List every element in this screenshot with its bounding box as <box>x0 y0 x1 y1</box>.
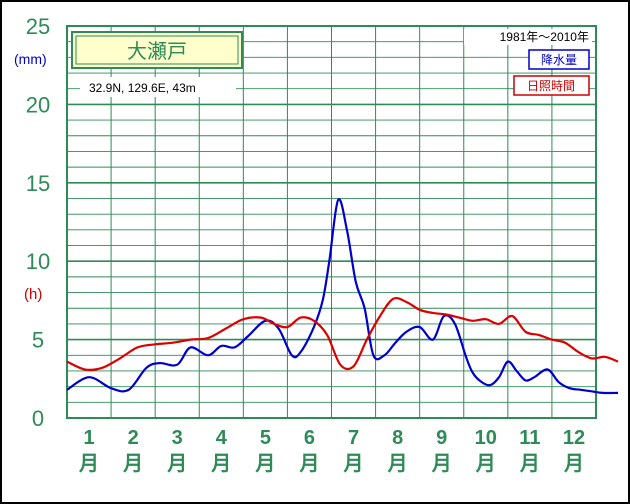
y-tick-label: 10 <box>26 249 50 274</box>
title-box <box>71 31 243 69</box>
x-tick-label: 4 <box>216 427 228 449</box>
location-label: 32.9N, 129.6E, 43m <box>89 81 196 95</box>
x-tick-label: 1 <box>83 427 94 449</box>
x-tick-suffix: 月 <box>78 453 99 475</box>
x-tick-label: 2 <box>128 427 139 449</box>
x-tick-suffix: 月 <box>475 453 496 475</box>
x-tick-suffix: 月 <box>343 453 364 475</box>
x-tick-suffix: 月 <box>387 453 408 475</box>
period-bg <box>464 29 592 45</box>
x-tick-suffix: 月 <box>210 453 231 475</box>
legend-sunshine-label: 日照時間 <box>527 79 575 93</box>
sunshine-series-line <box>66 296 619 371</box>
x-tick-suffix: 月 <box>166 453 187 475</box>
x-tick-suffix: 月 <box>254 453 275 475</box>
y-unit-mm: (mm) <box>14 51 47 67</box>
x-tick-label: 5 <box>260 427 271 449</box>
x-tick-label: 6 <box>304 427 315 449</box>
title-box-inner <box>75 35 239 65</box>
x-tick-label: 12 <box>563 427 585 449</box>
y-tick-label: 25 <box>26 14 50 39</box>
precipitation-series-line <box>66 198 619 395</box>
chart-title: 大瀬戸 <box>127 39 187 63</box>
legend-sunshine-box <box>513 75 590 96</box>
x-tick-label: 11 <box>519 427 540 449</box>
y-tick-label: 15 <box>26 171 50 196</box>
x-tick-label: 9 <box>436 427 447 449</box>
x-tick-suffix: 月 <box>563 453 584 475</box>
x-axis-ticks: 1 月 2 月 3 月 4 月 5 月 6 月 7 月 8 月 9 月 10 月 11 月 12 月 <box>78 427 585 475</box>
y-tick-label: 0 <box>32 406 44 431</box>
x-tick-label: 7 <box>348 427 359 449</box>
y-axis-ticks: 0 5 10 15 20 25 <box>26 14 50 431</box>
period-label: 1981年〜2010年 <box>500 30 589 44</box>
x-tick-label: 8 <box>392 427 403 449</box>
x-tick-suffix: 月 <box>431 453 452 475</box>
x-tick-suffix: 月 <box>298 453 319 475</box>
location-bg <box>80 77 236 97</box>
y-tick-label: 20 <box>26 92 50 117</box>
x-tick-label: 3 <box>172 427 183 449</box>
legend-precip-label: 降水量 <box>541 53 577 67</box>
x-tick-suffix: 月 <box>519 453 540 475</box>
y-unit-h: (h) <box>24 286 42 303</box>
legend-precip-box <box>528 49 590 70</box>
x-tick-label: 10 <box>475 427 497 449</box>
grid <box>66 25 597 419</box>
x-tick-suffix: 月 <box>122 453 143 475</box>
y-tick-label: 5 <box>32 328 44 353</box>
